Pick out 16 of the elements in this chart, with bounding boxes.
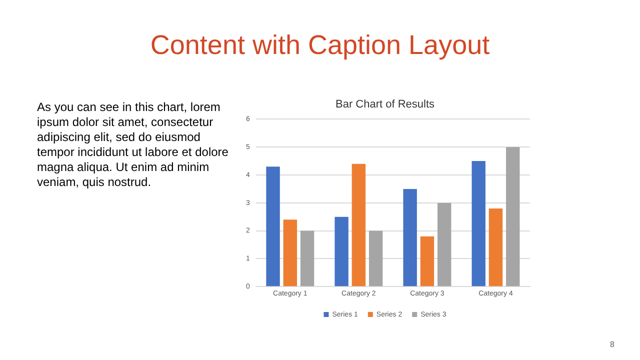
text: 8	[610, 340, 614, 349]
bar	[334, 216, 348, 286]
bar	[420, 236, 434, 286]
bar	[300, 230, 314, 286]
bar	[472, 161, 486, 286]
chart-title: Bar Chart of Results	[335, 98, 436, 111]
bar	[488, 208, 503, 286]
bar	[506, 147, 520, 286]
bar	[437, 202, 452, 286]
bar	[368, 230, 383, 286]
bar	[403, 188, 417, 286]
bar	[352, 164, 366, 286]
bar	[266, 166, 280, 286]
text: As you can see in this chart, lorem ipsum dolor sit amet, consectetur adipiscing elit, sed do eiusmod tempor incididunt ut labore et dolore magna aliqua. Ut enim ad minim veniam, quis nostrud.	[37, 100, 230, 190]
text: Content with Caption Layout	[149, 30, 491, 61]
bar	[283, 220, 298, 286]
